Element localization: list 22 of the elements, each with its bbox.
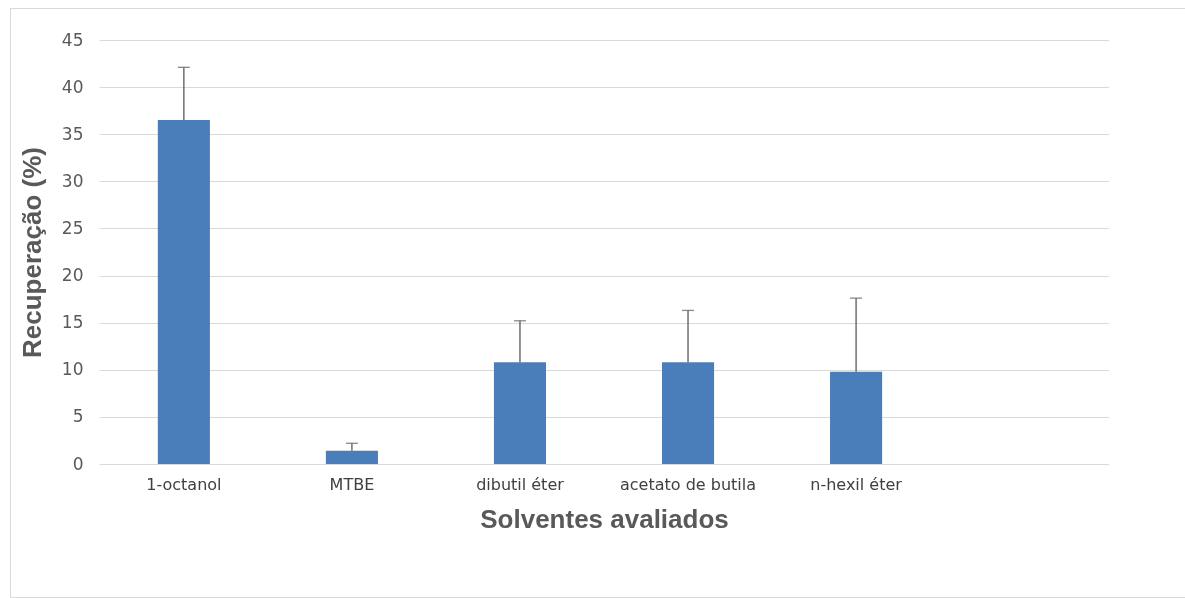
- y-tick-label: 30: [61, 170, 84, 191]
- x-tick-label: 1-octanol: [146, 474, 222, 494]
- y-tick-label: 15: [61, 312, 84, 333]
- y-tick-label: 10: [61, 359, 84, 380]
- bar: [157, 120, 210, 464]
- y-tick-label: 20: [61, 265, 84, 286]
- x-tick-label: MTBE: [329, 474, 375, 494]
- x-tick-label: acetato de butila: [620, 474, 757, 494]
- y-axis-title: Recuperação (%): [16, 147, 47, 358]
- y-tick-label: 5: [72, 406, 84, 427]
- x-tick-label: dibutil éter: [476, 474, 565, 494]
- bar: [493, 362, 547, 464]
- bar: [830, 371, 883, 464]
- bar: [661, 362, 715, 464]
- x-tick-label: n-hexil éter: [810, 474, 903, 494]
- y-tick-label: 45: [61, 29, 84, 50]
- y-tick-label: 0: [72, 453, 84, 474]
- y-tick-label: 40: [61, 76, 84, 97]
- y-tick-label: 25: [61, 217, 84, 238]
- x-axis-title: Solventes avaliados: [480, 503, 729, 534]
- bar: [325, 450, 378, 464]
- y-tick-label: 35: [61, 123, 84, 144]
